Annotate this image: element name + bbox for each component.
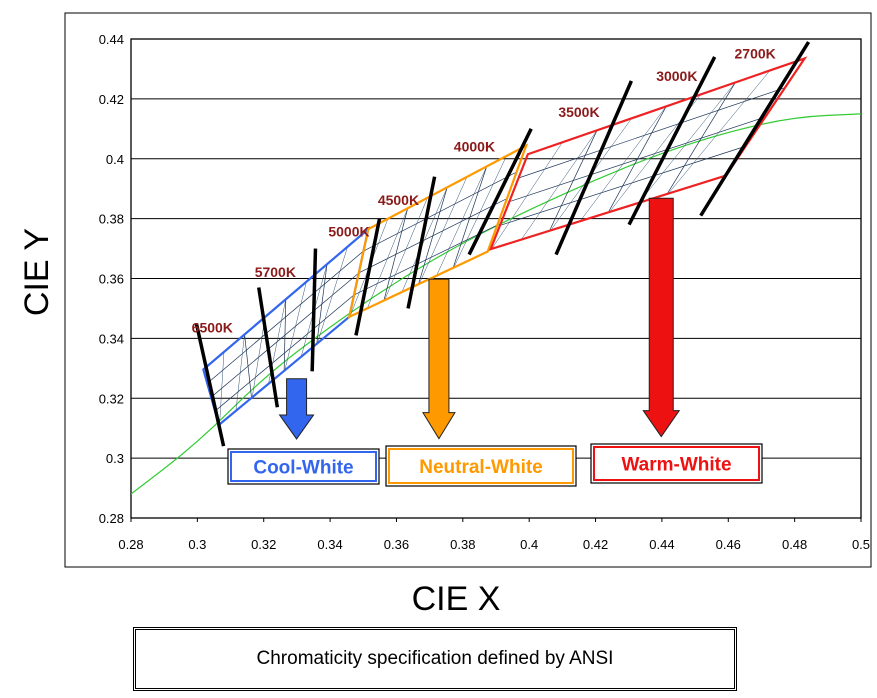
isotemp-line <box>467 128 533 256</box>
x-tick-label: 0.48 <box>782 537 807 552</box>
hatch-line <box>317 246 348 344</box>
cct-label: 3500K <box>558 104 599 120</box>
x-tick-label: 0.36 <box>384 537 409 552</box>
hatch-line <box>284 281 307 371</box>
hatch-line <box>251 316 266 398</box>
y-tick-label: 0.44 <box>99 32 124 47</box>
isotemp-line <box>310 248 318 372</box>
hatch-line <box>384 197 428 301</box>
y-tick-label: 0.34 <box>99 331 124 346</box>
category-box-inner <box>593 446 760 481</box>
hatch-line <box>401 187 448 293</box>
mesh-line <box>210 272 360 398</box>
category-box-frame <box>590 443 763 484</box>
cct-label: 5700K <box>255 264 296 280</box>
x-tick-label: 0.3 <box>188 537 206 552</box>
category-box-inner <box>230 451 377 482</box>
isotemp-line <box>699 41 811 217</box>
x-tick-label: 0.34 <box>317 537 342 552</box>
x-tick-label: 0.38 <box>450 537 475 552</box>
isotemp-line <box>554 80 633 256</box>
y-axis-label: CIE Y <box>18 228 56 316</box>
category-label-neutral-white: Neutral-White <box>419 457 543 478</box>
arrow-cool-white <box>278 378 315 440</box>
isotemp-line <box>257 287 280 408</box>
cct-label: 4500K <box>378 192 419 208</box>
cct-label: 4000K <box>454 138 495 154</box>
x-tick-label: 0.46 <box>716 537 741 552</box>
mesh-line <box>316 264 328 344</box>
arrow-warm-white <box>642 197 681 438</box>
hatch-line <box>235 334 245 411</box>
y-tick-label: 0.38 <box>99 212 124 227</box>
isotemp-line <box>354 218 382 336</box>
x-tick-label: 0.42 <box>583 537 608 552</box>
hatch-line <box>219 351 225 425</box>
mesh-line <box>666 82 736 195</box>
cct-label: 3000K <box>656 68 697 84</box>
hatch-line <box>367 208 408 309</box>
y-tick-label: 0.36 <box>99 272 124 287</box>
y-tick-label: 0.28 <box>99 511 124 526</box>
mesh-line <box>452 166 488 268</box>
hatch-line <box>638 82 736 203</box>
cct-label: 2700K <box>735 45 776 61</box>
isotemp-line <box>406 176 437 309</box>
planckian-locus-curve <box>131 113 861 495</box>
category-box-frame <box>385 445 577 487</box>
category-box-frame <box>227 448 380 485</box>
isotemp-line <box>194 323 226 447</box>
caption-text: Chromaticity specification defined by AN… <box>256 648 614 669</box>
caption-box: Chromaticity specification defined by AN… <box>133 627 737 691</box>
x-tick-label: 0.44 <box>649 537 674 552</box>
x-tick-label: 0.28 <box>118 537 143 552</box>
x-axis-label: CIE X <box>412 580 501 618</box>
hatch-line <box>521 130 598 240</box>
x-tick-label: 0.5 <box>852 537 870 552</box>
y-tick-label: 0.32 <box>99 391 124 406</box>
x-tick-label: 0.4 <box>520 537 538 552</box>
mesh-line <box>358 198 508 274</box>
category-label-warm-white: Warm-White <box>621 455 731 476</box>
hatch-line <box>491 142 563 249</box>
category-box-inner <box>388 448 574 484</box>
mesh-line <box>499 145 746 226</box>
mesh-line <box>509 116 766 203</box>
isotemp-line <box>627 56 717 226</box>
category-label-cool-white: Cool-White <box>253 458 353 479</box>
hatch-line <box>668 70 771 194</box>
y-tick-label: 0.3 <box>106 451 124 466</box>
quadrangle-outline <box>347 143 529 319</box>
y-tick-label: 0.4 <box>106 152 124 167</box>
arrow-neutral-white <box>422 278 456 440</box>
mesh-line <box>353 224 498 296</box>
y-tick-label: 0.42 <box>99 92 124 107</box>
hatch-line <box>453 155 507 268</box>
quadrangle-neutral-white <box>347 143 529 319</box>
hatch-line <box>436 166 487 276</box>
x-tick-label: 0.32 <box>251 537 276 552</box>
hatch-line <box>418 176 468 284</box>
hatch-line <box>579 106 667 222</box>
cct-label: 5000K <box>328 224 369 240</box>
cct-label: 6500K <box>192 319 233 335</box>
